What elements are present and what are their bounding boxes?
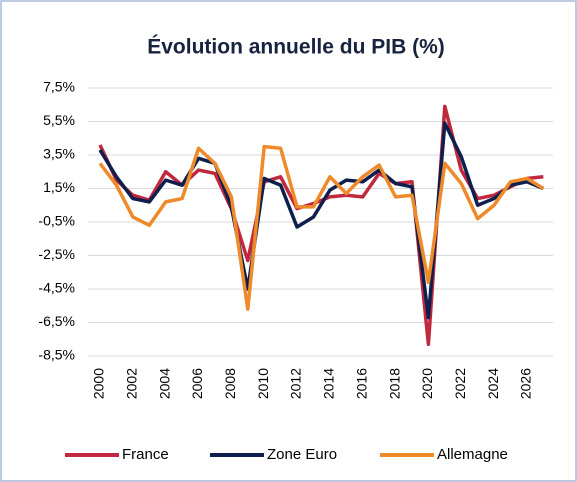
y-tick-label: -2,5% — [38, 246, 75, 262]
x-tick-label: 2006 — [189, 368, 205, 399]
y-tick-label: -0,5% — [38, 213, 75, 229]
x-tick-label: 2004 — [156, 368, 172, 399]
x-tick-label: 2000 — [91, 368, 107, 399]
x-tick-label: 2014 — [321, 368, 337, 399]
legend-label: Allemagne — [437, 446, 508, 463]
x-tick-label: 2024 — [485, 368, 501, 399]
y-tick-label: 3,5% — [43, 146, 75, 162]
x-tick-label: 2022 — [452, 368, 468, 399]
y-tick-label: 5,5% — [43, 112, 75, 128]
legend-label: Zone Euro — [267, 446, 337, 463]
x-tick-label: 2010 — [255, 368, 271, 399]
x-tick-label: 2012 — [288, 368, 304, 399]
chart-title: Évolution annuelle du PIB (%) — [147, 36, 445, 59]
x-tick-label: 2026 — [518, 368, 534, 399]
x-tick-label: 2016 — [353, 368, 369, 399]
series-line — [98, 144, 545, 311]
y-tick-label: -6,5% — [38, 313, 75, 329]
y-tick-label: -4,5% — [38, 280, 75, 296]
x-tick-label: 2002 — [124, 368, 140, 399]
x-tick-label: 2018 — [386, 368, 402, 399]
y-tick-label: 7,5% — [43, 79, 75, 95]
y-tick-label: 1,5% — [43, 179, 75, 195]
x-tick-label: 2008 — [222, 368, 238, 399]
x-tick-label: 2020 — [419, 368, 435, 399]
legend-label: France — [122, 446, 169, 463]
y-tick-label: -8,5% — [38, 347, 75, 363]
series-line — [98, 121, 545, 320]
